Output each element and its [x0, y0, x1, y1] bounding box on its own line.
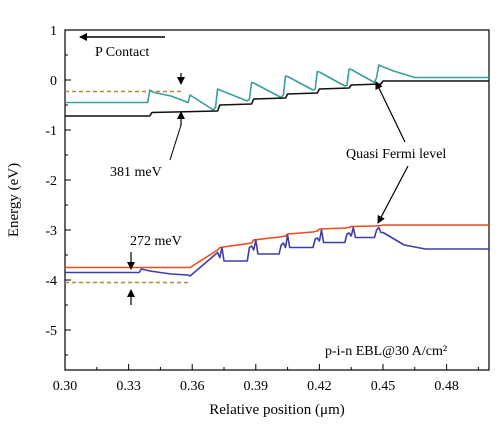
x-tick-label: 0.42: [307, 379, 332, 394]
y-tick-label: -4: [45, 274, 57, 289]
y-axis-title: Energy (eV): [6, 163, 22, 237]
series-line-teal: [65, 64, 489, 111]
condition-label: p-i-n EBL@30 A/cm²: [325, 344, 447, 359]
mev-381-label: 381 meV: [110, 165, 162, 180]
quasi-fermi-label: Quasi Fermi level: [346, 147, 446, 162]
y-tick-label: -3: [45, 224, 57, 239]
x-tick-label: 0.30: [53, 379, 78, 394]
x-axis-title: Relative position (μm): [209, 402, 345, 418]
x-tick-label: 0.33: [116, 379, 141, 394]
reference-dashed-lines: [65, 90, 188, 284]
plot-frame: [64, 29, 490, 371]
x-tick-label: 0.48: [434, 379, 459, 394]
series-line-red: [65, 224, 489, 269]
quasi-fermi-arrow-up: [375, 81, 406, 143]
y-tick-label: -2: [45, 174, 57, 189]
x-tick-label: 0.45: [371, 379, 396, 394]
series-line-black: [65, 80, 489, 117]
mev-381-pointer: [169, 124, 182, 161]
axis-ticks: 0.30 0.33 0.36 0.39 0.42 0.45 0.48 1 0 -1 -2 -3 -4 -5: [45, 24, 479, 394]
y-tick-label: -5: [45, 324, 57, 339]
x-tick-label: 0.36: [180, 379, 205, 394]
p-contact-label: P Contact: [95, 45, 149, 60]
y-tick-label: 1: [50, 24, 57, 39]
x-tick-label: 0.39: [244, 379, 269, 394]
series-line-blue: [65, 226, 489, 277]
y-tick-label: 0: [50, 74, 57, 89]
quasi-fermi-arrow-down: [377, 165, 409, 224]
y-tick-label: -1: [45, 124, 57, 139]
annotation-layer: P Contact 381 meV 272 meV Quasi Fermi le…: [79, 33, 447, 359]
mev-272-label: 272 meV: [130, 234, 182, 249]
